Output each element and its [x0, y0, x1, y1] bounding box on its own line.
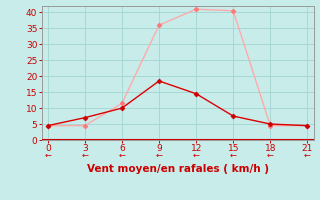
- Text: ←: ←: [230, 151, 237, 160]
- Text: ←: ←: [267, 151, 274, 160]
- Text: ←: ←: [44, 151, 51, 160]
- Text: ←: ←: [118, 151, 125, 160]
- X-axis label: Vent moyen/en rafales ( km/h ): Vent moyen/en rafales ( km/h ): [87, 164, 268, 174]
- Text: ←: ←: [81, 151, 88, 160]
- Text: ←: ←: [156, 151, 163, 160]
- Text: ←: ←: [304, 151, 311, 160]
- Text: ←: ←: [193, 151, 200, 160]
